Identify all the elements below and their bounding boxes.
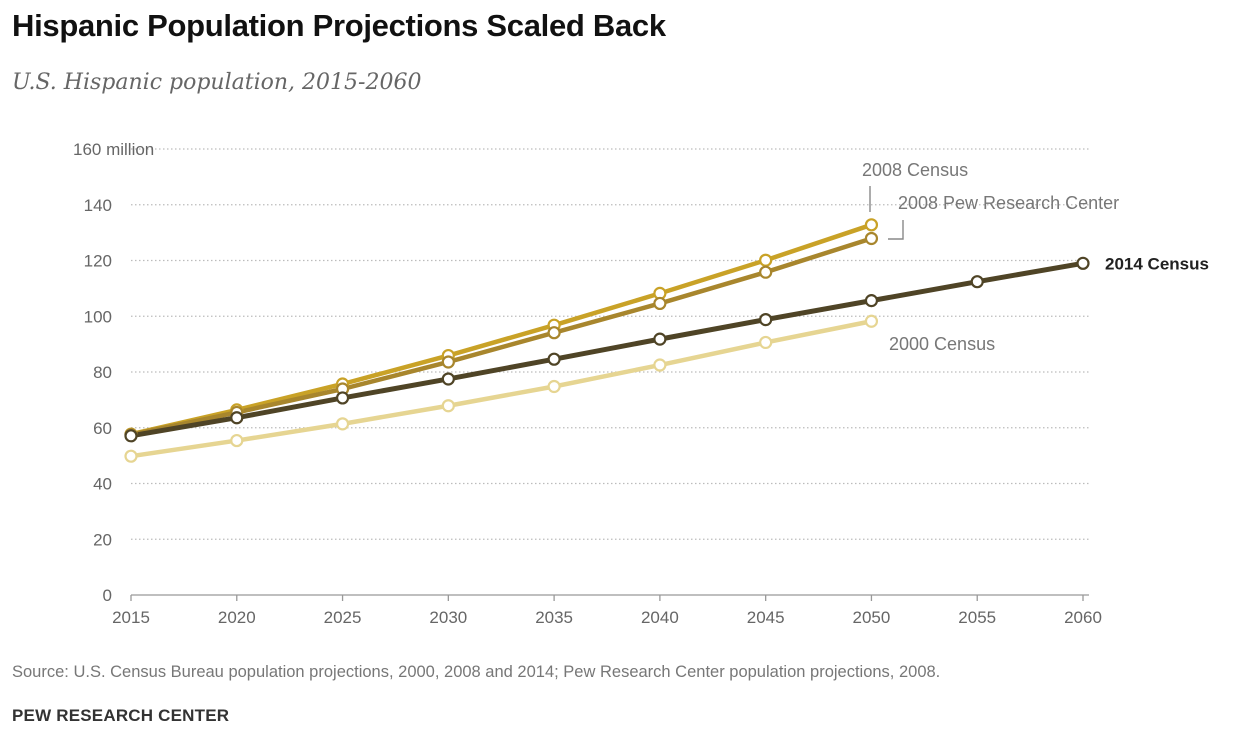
chart-subtitle: U.S. Hispanic population, 2015-2060 <box>12 70 422 95</box>
data-point <box>547 326 561 340</box>
series-label-2008-pew: 2008 Pew Research Center <box>898 193 1119 213</box>
data-point <box>759 253 773 267</box>
data-point <box>759 312 773 327</box>
leader-line <box>888 220 904 240</box>
y-tick-label: 140 <box>84 196 112 215</box>
data-point <box>547 352 561 366</box>
series-label-2014-census: 2014 Census <box>1105 254 1209 273</box>
series-line <box>128 260 1086 439</box>
data-point <box>230 411 244 425</box>
data-point <box>864 218 879 232</box>
data-point <box>124 449 138 463</box>
data-point <box>759 265 773 279</box>
x-tick-label: 2015 <box>112 608 150 627</box>
y-tick-label: 120 <box>84 252 112 271</box>
data-point <box>864 314 879 328</box>
series-line <box>128 222 874 437</box>
data-point <box>970 275 984 289</box>
series-label-2000-census: 2000 Census <box>889 334 995 354</box>
x-tick-label: 2055 <box>958 608 996 627</box>
data-point <box>441 355 455 369</box>
organization-name: PEW RESEARCH CENTER <box>12 706 230 725</box>
data-point <box>864 231 879 246</box>
y-tick-label: 0 <box>103 586 112 605</box>
x-tick-label: 2040 <box>641 608 679 627</box>
series-line <box>128 319 874 459</box>
x-tick-label: 2020 <box>218 608 256 627</box>
x-tick-label: 2025 <box>324 608 362 627</box>
data-point <box>124 429 138 443</box>
x-tick-label: 2035 <box>535 608 573 627</box>
data-point <box>441 372 455 386</box>
x-tick-label: 2045 <box>747 608 785 627</box>
axes <box>130 594 1089 601</box>
data-point <box>653 296 667 311</box>
y-tick-label: 100 <box>84 307 112 326</box>
data-point <box>759 335 773 350</box>
data-point <box>335 391 350 405</box>
y-tick-label: 160 million <box>73 140 154 159</box>
y-tick-label: 80 <box>93 363 112 382</box>
x-tick-label: 2060 <box>1064 608 1102 627</box>
series-label-2008-census: 2008 Census <box>862 160 968 180</box>
data-point <box>335 417 350 431</box>
data-point <box>1076 256 1090 270</box>
series-line <box>128 236 874 437</box>
x-tick-label: 2030 <box>429 608 467 627</box>
data-point <box>230 433 244 448</box>
data-point <box>653 332 667 346</box>
data-point <box>441 399 455 413</box>
chart-title: Hispanic Population Projections Scaled B… <box>12 8 666 43</box>
data-point <box>864 294 879 308</box>
y-tick-label: 20 <box>93 530 112 549</box>
data-point <box>653 358 667 372</box>
y-tick-label: 40 <box>93 475 112 494</box>
source-note: Source: U.S. Census Bureau population pr… <box>12 663 941 681</box>
x-tick-label: 2050 <box>853 608 891 627</box>
y-tick-label: 60 <box>93 419 112 438</box>
x-tick-labels: 2015 2020 2025 2030 2035 2040 2045 2050 2055 2060 <box>112 608 1102 627</box>
data-point <box>547 379 561 394</box>
y-tick-labels: 0 20 40 60 80 100 120 140 160 million <box>73 140 154 605</box>
series-points <box>124 218 1090 463</box>
series-labels: 2008 Census 2008 Pew Research Center 2014 … <box>862 160 1209 354</box>
series-lines <box>128 222 1086 459</box>
